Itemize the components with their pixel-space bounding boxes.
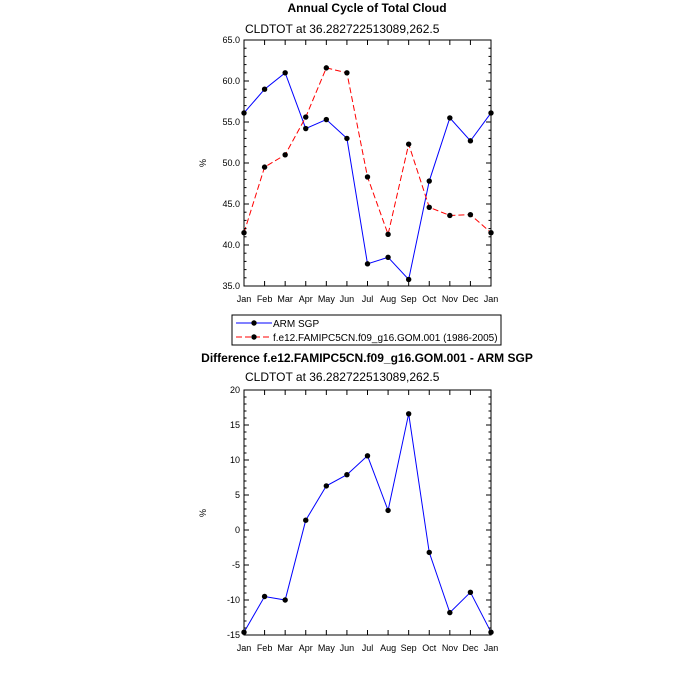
data-point-f-e12-famipc5cn-f09-g16-gom-001-1986-2005 <box>323 65 330 71</box>
data-point-f-e12-famipc5cn-f09-g16-gom-001-1986-2005 <box>426 204 432 210</box>
data-point-difference <box>303 517 309 523</box>
x-tick-label: Feb <box>257 294 273 304</box>
x-tick-label: Jun <box>340 294 355 304</box>
difference-chart: Difference f.e12.FAMIPC5CN.f09_g16.GOM.0… <box>198 351 533 653</box>
plot-frame <box>243 389 492 636</box>
data-point-f-e12-famipc5cn-f09-g16-gom-001-1986-2005 <box>303 114 309 120</box>
data-point-f-e12-famipc5cn-f09-g16-gom-001-1986-2005 <box>282 152 288 158</box>
x-tick-label: May <box>318 643 336 653</box>
y-tick-label: 40.0 <box>222 240 240 250</box>
chart-subtitle: CLDTOT at 36.282722513089,262.5 <box>245 22 440 36</box>
data-point-arm-sgp <box>282 70 288 76</box>
y-tick-label: 50.0 <box>222 158 240 168</box>
data-point-difference <box>344 472 350 478</box>
data-point-f-e12-famipc5cn-f09-g16-gom-001-1986-2005 <box>261 164 268 170</box>
x-tick-label: Oct <box>422 294 437 304</box>
x-tick-label: Aug <box>380 643 396 653</box>
x-tick-label: Sep <box>401 643 417 653</box>
plot-frame <box>243 39 492 287</box>
x-tick-label: Dec <box>462 643 479 653</box>
data-point-difference <box>261 593 268 600</box>
series-line-f-e12-famipc5cn-f09-g16-gom-001-1986-2005 <box>243 67 492 237</box>
x-tick-label: Jan <box>484 643 499 653</box>
legend: ARM SGP f.e12.FAMIPC5CN.f09_g16.GOM.001 … <box>231 314 502 346</box>
data-point-difference <box>323 483 330 489</box>
y-tick-label: 10 <box>230 455 240 465</box>
y-tick-label: 65.0 <box>222 35 240 45</box>
y-tick-label: 5 <box>235 490 240 500</box>
data-point-arm-sgp <box>261 86 268 92</box>
x-tick-label: Jul <box>362 294 374 304</box>
data-point-difference <box>447 609 453 616</box>
legend-marker-arm-sgp <box>251 320 257 326</box>
legend-box <box>231 314 502 346</box>
x-tick-label: Oct <box>422 643 437 653</box>
x-tick-label: Nov <box>442 643 459 653</box>
data-point-difference <box>426 549 432 556</box>
legend-marker-model <box>251 334 257 340</box>
y-tick-label: 35.0 <box>222 281 240 291</box>
data-point-f-e12-famipc5cn-f09-g16-gom-001-1986-2005 <box>385 231 391 238</box>
y-axis-label: % <box>198 159 208 167</box>
x-tick-label: Apr <box>299 294 313 304</box>
y-tick-label: -15 <box>227 630 240 640</box>
data-point-difference <box>467 589 474 595</box>
data-point-difference <box>385 507 391 514</box>
x-tick-label: Jun <box>340 643 355 653</box>
data-point-arm-sgp <box>467 138 474 144</box>
data-point-arm-sgp <box>405 276 412 283</box>
y-tick-label: 45.0 <box>222 199 240 209</box>
x-tick-label: Sep <box>401 294 417 304</box>
y-tick-label: -10 <box>227 595 240 605</box>
data-point-arm-sgp <box>385 254 391 260</box>
data-point-difference <box>364 453 371 459</box>
y-tick-label: 0 <box>235 525 240 535</box>
chart-title: Difference f.e12.FAMIPC5CN.f09_g16.GOM.0… <box>201 351 533 365</box>
data-point-f-e12-famipc5cn-f09-g16-gom-001-1986-2005 <box>405 141 412 147</box>
data-point-arm-sgp <box>323 116 330 123</box>
legend-entry-arm-sgp: ARM SGP <box>273 319 319 330</box>
x-tick-label: Aug <box>380 294 396 304</box>
chart-subtitle: CLDTOT at 36.282722513089,262.5 <box>245 370 440 384</box>
legend-entry-model: f.e12.FAMIPC5CN.f09_g16.GOM.001 (1986-20… <box>273 333 498 344</box>
x-tick-label: Jul <box>362 643 374 653</box>
data-point-f-e12-famipc5cn-f09-g16-gom-001-1986-2005 <box>364 174 371 180</box>
chart-title: Annual Cycle of Total Cloud <box>287 1 446 15</box>
x-tick-label: Mar <box>277 294 293 304</box>
y-axis-label: % <box>198 509 208 517</box>
data-point-arm-sgp <box>426 178 432 184</box>
x-tick-label: Jan <box>484 294 499 304</box>
data-point-f-e12-famipc5cn-f09-g16-gom-001-1986-2005 <box>447 212 453 219</box>
x-tick-label: Jan <box>237 643 252 653</box>
y-tick-label: 60.0 <box>222 76 240 86</box>
x-tick-label: Feb <box>257 643 273 653</box>
data-point-arm-sgp <box>303 125 309 132</box>
x-tick-label: Nov <box>442 294 459 304</box>
y-tick-label: 15 <box>230 420 240 430</box>
data-point-difference <box>405 411 412 417</box>
series-line-difference <box>243 413 492 633</box>
annual-cycle-chart: Annual Cycle of Total Cloud CLDTOT at 36… <box>198 1 498 304</box>
data-point-f-e12-famipc5cn-f09-g16-gom-001-1986-2005 <box>467 211 474 218</box>
y-tick-label: 20 <box>230 385 240 395</box>
x-tick-label: Dec <box>462 294 479 304</box>
data-point-difference <box>282 597 288 603</box>
y-tick-label: -5 <box>232 560 240 570</box>
data-point-arm-sgp <box>344 135 350 142</box>
data-point-arm-sgp <box>364 261 371 267</box>
y-tick-label: 55.0 <box>222 117 240 127</box>
x-tick-label: Mar <box>277 643 293 653</box>
x-tick-label: Jan <box>237 294 252 304</box>
data-point-f-e12-famipc5cn-f09-g16-gom-001-1986-2005 <box>344 70 350 76</box>
x-tick-label: Apr <box>299 643 313 653</box>
data-point-arm-sgp <box>447 115 453 121</box>
x-tick-label: May <box>318 294 336 304</box>
